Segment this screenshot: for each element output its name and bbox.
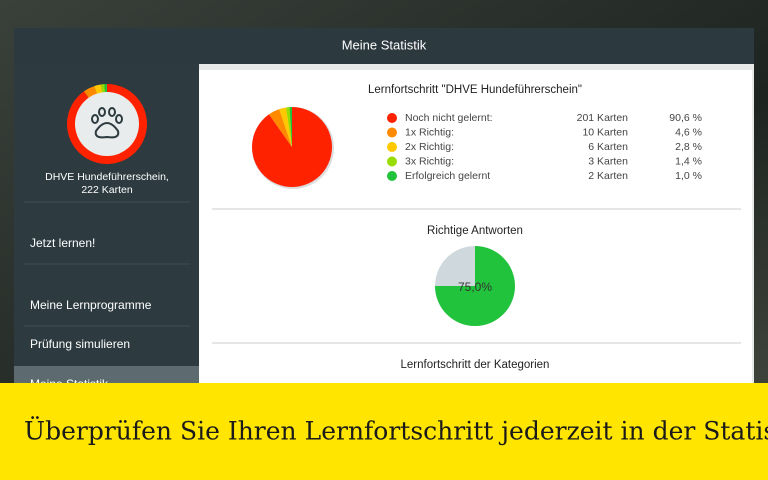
answers-title: Richtige Antworten xyxy=(427,225,523,237)
legend-name: Erfolgreich gelernt xyxy=(405,170,490,182)
pie-slice xyxy=(435,246,515,326)
app-title: Meine Statistik xyxy=(342,37,427,52)
paw-toe xyxy=(115,114,123,124)
pie-slice xyxy=(286,107,292,147)
banner-text: Überprüfen Sie Ihren Lernfortschritt jed… xyxy=(24,417,768,446)
progress-title: Lernfortschritt "DHVE Hundeführerschein" xyxy=(368,84,582,96)
legend-dot xyxy=(387,142,397,152)
legend-name: Noch nicht gelernt: xyxy=(405,112,493,124)
paw-toe xyxy=(98,107,106,117)
banner xyxy=(0,383,768,480)
legend-count: 6 Karten xyxy=(588,141,628,153)
pie-slice xyxy=(289,107,292,147)
legend-dot xyxy=(387,171,397,181)
menu-item[interactable]: Prüfung simulieren xyxy=(30,337,130,351)
legend-count: 201 Karten xyxy=(577,112,629,124)
pie-label: 75,0% xyxy=(458,280,492,294)
legend-name: 1x Richtig: xyxy=(405,126,454,138)
program-name: DHVE Hundeführerschein, xyxy=(45,171,169,183)
legend-dot xyxy=(387,113,397,123)
legend-percent: 4,6 % xyxy=(675,126,702,138)
legend-name: 2x Richtig: xyxy=(405,141,454,153)
legend-percent: 90,6 % xyxy=(669,112,702,124)
legend-count: 10 Karten xyxy=(582,126,628,138)
legend-count: 3 Karten xyxy=(588,155,628,167)
avatar xyxy=(66,84,147,165)
legend-name: 3x Richtig: xyxy=(405,155,454,167)
legend-percent: 2,8 % xyxy=(675,141,702,153)
pie-slice xyxy=(279,107,292,147)
answers-pie: 75,0% xyxy=(435,246,515,326)
legend-dot xyxy=(387,156,397,167)
pie-slice xyxy=(268,109,292,147)
program-cards: 222 Karten xyxy=(81,184,133,196)
paw-icon xyxy=(94,122,120,139)
app-bar xyxy=(14,28,754,64)
legend-percent: 1,4 % xyxy=(675,155,702,167)
progress-pie xyxy=(252,107,334,189)
menu-item[interactable]: Meine Lernprogramme xyxy=(30,298,152,312)
legend: Noch nicht gelernt: 201 Karten 90,6 % 1x Ri… xyxy=(387,112,702,182)
legend-percent: 1,0 % xyxy=(675,170,702,182)
menu-item[interactable]: Jetzt lernen! xyxy=(30,236,95,250)
categories-title: Lernfortschritt der Kategorien xyxy=(401,359,550,371)
paw-toe xyxy=(91,114,99,124)
legend-dot xyxy=(387,127,397,138)
legend-count: 2 Karten xyxy=(588,170,628,182)
paw-toe xyxy=(108,107,116,117)
